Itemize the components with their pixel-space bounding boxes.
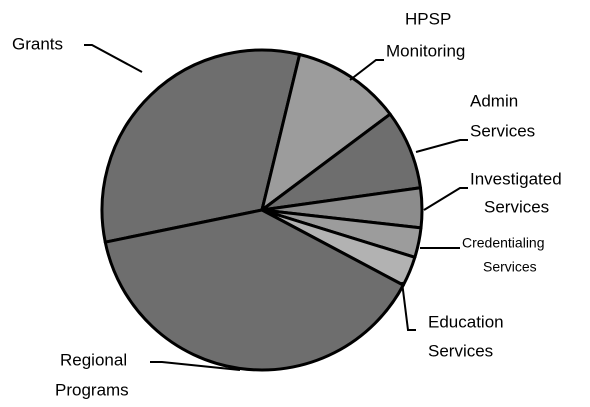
label-line: Monitoring (386, 41, 465, 60)
label-line: Admin (470, 91, 518, 110)
leader-line (150, 361, 241, 371)
pie-slice (103, 208, 405, 372)
pie-slice (260, 52, 392, 212)
label-line: Education (428, 312, 504, 331)
pie-slice (100, 48, 302, 244)
label-line: Regional (60, 350, 127, 369)
label-line: Credentialing (462, 235, 545, 251)
slice-label: Education Services (428, 312, 504, 360)
slice-label: Credentialing Services (462, 235, 545, 275)
label-line: Grants (12, 34, 63, 53)
slice-label: Grants (12, 34, 63, 53)
leader-line (415, 139, 468, 153)
leader-line (401, 281, 416, 331)
slice-label: HPSP Monitoring (386, 9, 465, 60)
label-line: Services (483, 259, 537, 275)
label-line: Programs (55, 380, 129, 399)
slice-label: Regional Programs (55, 350, 129, 399)
label-line: HPSP (405, 9, 451, 28)
label-line: Services (428, 341, 493, 360)
slice-label: Admin Services (470, 91, 535, 140)
label-line: Investigated (470, 169, 562, 188)
leader-line (84, 44, 143, 73)
leader-line (423, 187, 468, 211)
leader-line (349, 59, 384, 81)
label-line: Services (484, 197, 549, 216)
slice-label: Investigated Services (470, 169, 562, 216)
label-line: Services (470, 121, 535, 140)
